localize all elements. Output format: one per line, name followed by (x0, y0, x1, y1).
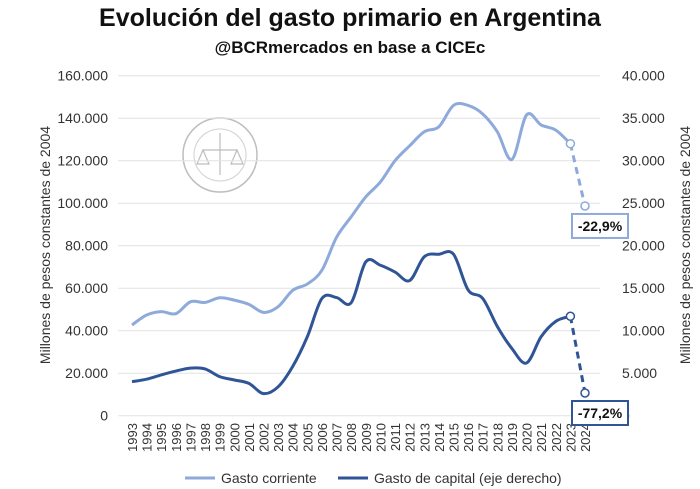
y-tick-label: 120.000 (57, 153, 108, 169)
annotation-label: -77,2% (578, 405, 623, 421)
x-tick-label: 2013 (417, 423, 432, 452)
y-tick-label: 140.000 (57, 110, 108, 126)
y-tick-label: 80.000 (65, 238, 108, 254)
y-tick-label: 0 (100, 408, 108, 424)
x-tick-label: 2020 (520, 423, 535, 452)
x-tick-label: 2012 (403, 423, 418, 452)
x-tick-label: 2006 (315, 423, 330, 452)
x-tick-label: 1997 (183, 423, 198, 452)
x-tick-label: 2014 (432, 423, 447, 452)
x-tick-label: 1996 (169, 423, 184, 452)
projection-line (568, 315, 587, 394)
x-tick-label: 1998 (198, 423, 213, 452)
x-tick-label: 2002 (257, 423, 272, 452)
x-tick-label: 2011 (388, 423, 403, 451)
x-tick-label: 2019 (505, 423, 520, 452)
x-tick-label: 1995 (154, 423, 169, 452)
series-line-capital (131, 249, 571, 396)
y-tick-label: 20.000 (65, 365, 108, 381)
x-tick-label: 2024 (578, 423, 593, 452)
x-tick-label: 2000 (227, 423, 242, 452)
annotation-label: -22,9% (578, 218, 623, 234)
x-tick-label: 2022 (549, 423, 564, 452)
annotation-box (571, 212, 629, 239)
data-point-marker (565, 138, 576, 149)
x-tick-label: 2008 (344, 423, 359, 452)
y2-tick-label: 20.000 (622, 238, 665, 254)
data-point-marker (580, 201, 590, 211)
x-tick-label: 2005 (300, 423, 315, 452)
y2-tick-label: 30.000 (622, 153, 665, 169)
watermark-seal (182, 117, 258, 193)
annotation-box (571, 400, 629, 427)
data-point-marker (565, 311, 576, 321)
y-tick-label: 60.000 (65, 280, 108, 296)
y-tick-label: 160.000 (57, 68, 108, 84)
legend-label: Gasto de capital (eje derecho) (374, 470, 562, 486)
y-tick-label: 100.000 (57, 195, 108, 211)
y2-tick-label: 40.000 (622, 68, 665, 84)
series-line-corriente (131, 102, 572, 327)
y2-tick-label: 25.000 (622, 195, 665, 211)
x-tick-label: 1999 (213, 423, 228, 452)
x-tick-label: 2003 (271, 423, 286, 452)
x-tick-label: 2001 (242, 423, 257, 452)
x-tick-label: 2015 (446, 423, 461, 452)
chart-subtitle: @BCRmercados en base a CICEc (214, 38, 486, 57)
y2-axis-label: Millones de pesos constantes de 2004 (677, 126, 693, 364)
x-tick-label: 2018 (490, 423, 505, 452)
legend-label: Gasto corriente (221, 470, 317, 486)
y-axis-label: Millones de pesos constantes de 2004 (37, 126, 53, 364)
x-tick-label: 2004 (286, 423, 301, 452)
chart-title: Evolución del gasto primario en Argentin… (99, 4, 601, 32)
x-tick-label: 1994 (140, 423, 155, 452)
x-tick-label: 2021 (534, 423, 549, 452)
y2-tick-label: 5.000 (622, 365, 657, 381)
x-tick-label: 2016 (461, 423, 476, 452)
y2-tick-label: 10.000 (622, 323, 665, 339)
x-tick-label: 2017 (476, 423, 491, 452)
y2-tick-label: 35.000 (622, 110, 665, 126)
x-tick-label: 2009 (359, 423, 374, 452)
x-tick-label: 2023 (563, 423, 578, 452)
y2-tick-label: 15.000 (622, 280, 665, 296)
x-tick-label: 2010 (373, 423, 388, 452)
data-point-marker (580, 388, 590, 398)
x-tick-label: 2007 (330, 423, 345, 452)
y-tick-label: 40.000 (65, 323, 108, 339)
projection-line (568, 143, 587, 207)
x-tick-label: 1993 (125, 423, 140, 452)
